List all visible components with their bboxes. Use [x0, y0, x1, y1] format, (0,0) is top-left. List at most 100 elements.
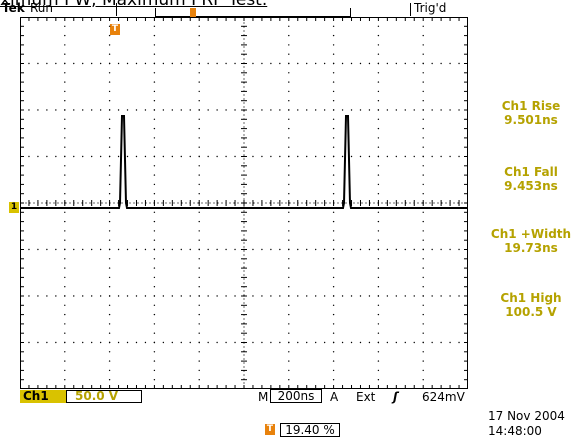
graticule-dot: [422, 109, 424, 111]
graticule-dot: [431, 62, 433, 65]
trigger-position-value[interactable]: 19.40 %: [280, 423, 340, 437]
graticule-dot: [413, 155, 415, 158]
graticule-dot: [377, 72, 380, 74]
record-trigger-marker: [190, 8, 196, 17]
graticule-dot: [279, 155, 281, 158]
graticule-dot: [64, 183, 66, 186]
graticule-dot: [90, 295, 93, 297]
graticule-dot: [64, 258, 66, 260]
graticule-dots: [28, 25, 468, 381]
graticule-dot: [253, 202, 255, 204]
graticule-dot: [153, 127, 156, 130]
graticule-dot: [82, 155, 84, 158]
graticule-dot: [108, 53, 111, 55]
graticule-dot: [108, 258, 111, 260]
graticule-dot: [449, 295, 451, 297]
graticule-dot: [198, 44, 200, 46]
trigger-slope-icon[interactable]: ʃ: [393, 390, 398, 404]
graticule-dot: [243, 366, 245, 368]
graticule-dot: [117, 295, 120, 297]
graticule-dot: [243, 158, 245, 160]
graticule-dot: [73, 109, 75, 111]
graticule-dot: [332, 174, 335, 176]
graticule-dot: [198, 118, 200, 121]
graticule-dot: [377, 341, 380, 344]
graticule-dot: [243, 142, 245, 144]
graticule-dot: [306, 62, 308, 65]
graticule-dot: [288, 53, 290, 55]
graticule-dot: [198, 286, 200, 288]
graticule-dot: [359, 109, 362, 111]
graticule-dot: [162, 109, 165, 111]
graticule-dot: [243, 70, 245, 72]
trigger-level[interactable]: 624mV: [422, 390, 465, 404]
graticule-dot: [323, 248, 326, 251]
graticule-dot: [413, 248, 415, 251]
graticule-dot: [350, 109, 353, 111]
graticule-dot: [189, 109, 191, 111]
graticule-dot: [213, 202, 215, 204]
graticule-dot: [64, 211, 66, 213]
graticule-dot: [261, 109, 263, 111]
graticule-dot: [422, 25, 424, 27]
graticule-dot: [243, 222, 245, 224]
graticule-dot: [217, 202, 219, 204]
graticule-dot: [288, 165, 290, 167]
ch1-ground-marker-icon[interactable]: 1: [9, 202, 19, 213]
graticule-dot: [153, 220, 156, 223]
graticule-dot: [108, 230, 111, 232]
graticule-dot: [243, 374, 245, 376]
graticule-dot: [243, 226, 245, 228]
graticule-dot: [422, 127, 424, 130]
graticule-dot: [404, 62, 406, 65]
graticule-dot: [61, 202, 63, 204]
graticule-dot: [205, 202, 207, 204]
graticule-dot: [108, 304, 111, 306]
graticule-dot: [323, 295, 326, 297]
graticule-dot: [198, 239, 200, 241]
timebase-value[interactable]: 200ns: [270, 389, 322, 403]
graticule-dot: [108, 100, 111, 102]
graticule-dot: [198, 81, 200, 83]
waveform-display[interactable]: [20, 17, 468, 389]
ch1-waveform: [21, 115, 467, 209]
graticule-dot: [277, 202, 279, 204]
graticule-dot: [422, 211, 424, 213]
graticule-dot: [149, 202, 151, 204]
graticule-dot: [288, 267, 290, 269]
graticule-dot: [252, 341, 254, 344]
graticule-dot: [64, 155, 66, 158]
graticule-dot: [270, 248, 272, 251]
graticule-dot: [422, 183, 424, 186]
graticule-dot: [377, 258, 380, 260]
graticule-dot: [28, 295, 30, 297]
graticule-dot: [207, 109, 209, 111]
graticule-dot: [431, 248, 433, 251]
channel-scale[interactable]: 50.0 V: [66, 390, 142, 403]
graticule-dot: [297, 109, 299, 111]
channel-badge[interactable]: Ch1: [20, 390, 66, 403]
graticule-dot: [117, 62, 120, 65]
graticule-dot: [162, 62, 165, 65]
trigger-position-icon[interactable]: T: [110, 24, 120, 35]
graticule-dot: [243, 234, 245, 236]
graticule-dot: [422, 360, 424, 362]
graticule-dot: [73, 341, 75, 344]
graticule-dot: [422, 165, 424, 167]
graticule-dot: [135, 62, 138, 65]
graticule-dot: [28, 109, 30, 111]
graticule-dot: [55, 341, 57, 344]
measurement-fall: Ch1 Fall 9.453ns: [478, 165, 584, 193]
graticule-dot: [64, 118, 66, 121]
graticule-dot: [225, 62, 227, 65]
graticule-dot: [386, 341, 389, 344]
graticule-dot: [314, 155, 317, 158]
graticule-dot: [64, 360, 66, 362]
graticule-dot: [153, 146, 156, 148]
trigger-source[interactable]: Ext: [356, 390, 376, 404]
graticule-dot: [279, 341, 281, 344]
graticule-dot: [243, 138, 245, 140]
graticule-dot: [64, 286, 66, 288]
graticule-dot: [64, 127, 66, 130]
graticule-dot: [321, 202, 323, 204]
